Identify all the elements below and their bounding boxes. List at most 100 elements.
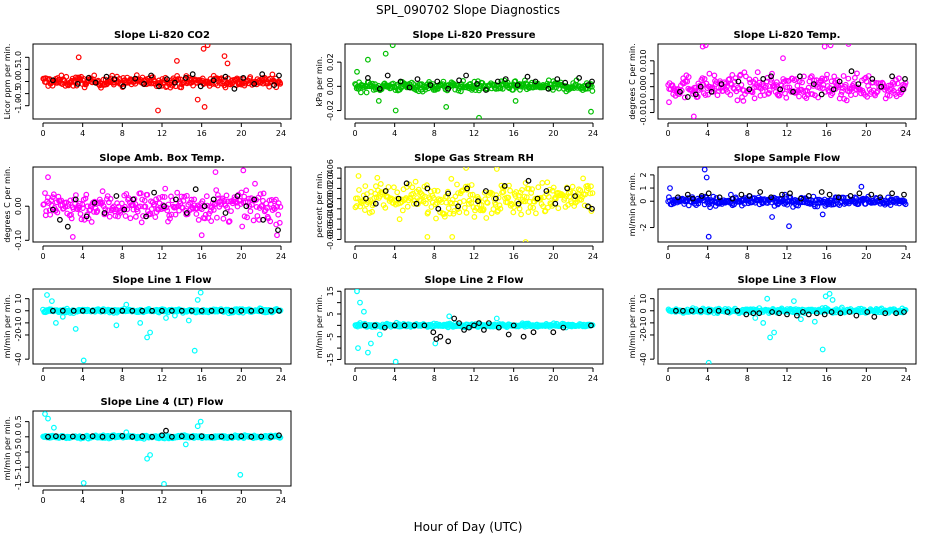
reference-point <box>769 309 775 315</box>
y-tick-label: 0.04 <box>326 169 335 187</box>
panel-title: Slope Li-820 CO2 <box>114 30 210 41</box>
plot-frame <box>32 166 292 243</box>
reference-point <box>746 86 753 93</box>
data-point <box>169 197 176 204</box>
data-point <box>505 194 512 201</box>
data-point <box>68 211 74 218</box>
data-point <box>805 84 812 91</box>
panel-7: Slope Line 1 Flow 0 4 8 12 16 20 24 -40 -20-10 0 10… <box>3 275 292 383</box>
reference-point <box>790 88 796 95</box>
reference-point <box>188 433 195 440</box>
reference-point <box>821 311 828 318</box>
data-point <box>199 75 206 82</box>
reference-point <box>738 191 745 198</box>
data-point <box>901 198 908 204</box>
data-point <box>578 196 585 203</box>
x-tick-label: 4 <box>392 129 397 138</box>
data-point <box>783 94 790 101</box>
data-point <box>50 191 57 198</box>
reference-point <box>371 322 378 329</box>
data-point <box>446 210 453 217</box>
reference-point <box>414 76 421 82</box>
data-point <box>852 91 859 98</box>
reference-point <box>483 188 489 194</box>
reference-point <box>395 195 402 202</box>
panel-3: Slope Li-820 Temp. 0 4 8 12 16 20 24 -0.010 0.000… <box>628 30 917 138</box>
data-point <box>817 84 823 91</box>
reference-point <box>372 200 379 207</box>
y-tick-label: -5 <box>326 333 335 341</box>
reference-point <box>45 433 51 440</box>
reference-point <box>89 433 96 440</box>
y-tick-label: 1.0 <box>14 51 23 64</box>
data-point <box>872 92 878 99</box>
outlier-point <box>819 211 826 218</box>
reference-point <box>121 206 128 213</box>
plot-frame <box>32 288 292 365</box>
outlier-point <box>365 56 371 63</box>
outlier-point <box>51 424 57 431</box>
outlier-point <box>194 96 201 103</box>
reference-point <box>818 189 825 195</box>
data-point <box>172 211 179 218</box>
data-point <box>681 94 688 101</box>
x-tick-label: 0 <box>665 374 670 383</box>
reference-point <box>243 203 250 210</box>
data-point <box>199 198 206 205</box>
reference-point <box>680 307 686 314</box>
page-title: SPL_090702 Slope Diagnostics <box>376 3 560 17</box>
reference-point <box>218 307 225 314</box>
x-tick-label: 24 <box>588 252 598 261</box>
reference-point <box>901 191 907 198</box>
data-point <box>228 208 234 215</box>
outlier-point <box>389 44 396 49</box>
data-point <box>535 184 542 191</box>
data-point <box>79 201 86 208</box>
reference-point <box>882 310 889 317</box>
data-point <box>587 190 594 197</box>
data-point <box>388 84 395 91</box>
y-tick-label: 15 <box>326 286 335 296</box>
reference-point <box>208 307 215 314</box>
x-tick-label: 8 <box>120 496 125 505</box>
outlier-point <box>703 174 710 181</box>
reference-point <box>363 195 369 202</box>
outlier-point <box>701 167 708 173</box>
outlier-point <box>212 169 219 176</box>
y-axis-label: ml/min per min. <box>628 295 637 359</box>
x-tick-label: 20 <box>548 252 558 261</box>
data-point <box>396 216 403 223</box>
reference-point <box>151 189 158 196</box>
data-point <box>91 72 98 79</box>
data-point <box>838 91 844 98</box>
outlier-point <box>666 99 672 106</box>
y-tick-label: 0.00 <box>326 190 335 208</box>
data-point <box>808 73 815 80</box>
reference-point <box>427 82 434 88</box>
data-point <box>569 183 576 190</box>
x-tick-label: 16 <box>509 129 519 138</box>
data-point <box>571 203 578 209</box>
reference-point <box>69 433 76 440</box>
reference-point <box>481 327 487 333</box>
data-point <box>752 76 759 83</box>
x-tick-label: 24 <box>588 129 598 138</box>
outlier-point <box>827 44 834 49</box>
data-point <box>796 93 802 100</box>
data-point <box>518 211 524 218</box>
outlier-point <box>375 97 382 104</box>
outlier-point <box>147 329 154 336</box>
panel-title: Slope Line 4 (LT) Flow <box>100 397 223 408</box>
reference-point <box>818 91 825 98</box>
data-point <box>456 209 463 216</box>
data-point <box>124 206 131 213</box>
data-point <box>48 197 55 204</box>
data-point <box>803 95 810 101</box>
reference-point <box>435 205 442 212</box>
reference-point <box>757 189 764 195</box>
reference-point <box>103 73 110 80</box>
reference-point <box>382 188 389 194</box>
data-point <box>374 174 381 181</box>
data-point <box>738 81 745 88</box>
